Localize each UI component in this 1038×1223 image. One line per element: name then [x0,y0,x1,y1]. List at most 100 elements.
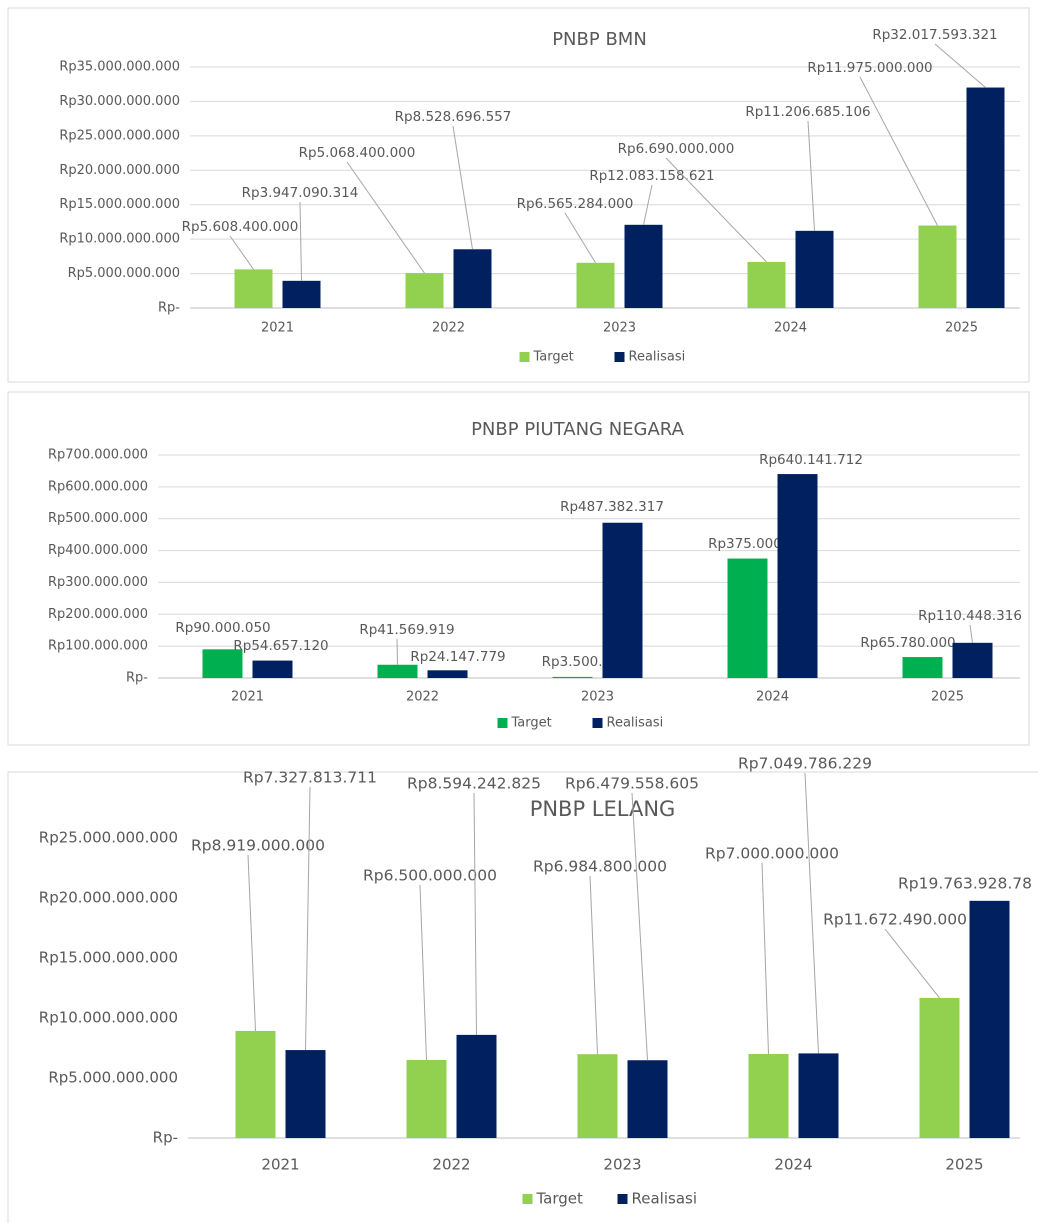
bar [902,657,943,678]
x-tick-label: 2021 [231,690,264,705]
bar [252,660,293,678]
data-label: Rp110.448.316 [918,608,1022,624]
y-tick-label: Rp15.000.000.000 [39,949,178,967]
x-tick-label: 2025 [945,1156,983,1174]
leader-line [859,76,938,226]
leader-line [473,792,477,1035]
legend-swatch [617,1194,628,1204]
x-tick-label: 2024 [774,1156,812,1174]
bar [795,230,834,308]
data-label: Rp487.382.317 [560,499,664,515]
x-tick-label: 2024 [774,321,807,336]
data-label: Rp6.690.000.000 [618,141,735,157]
x-tick-label: 2023 [603,1156,641,1174]
legend-swatch [522,1194,533,1204]
y-tick-label: Rp20.000.000.000 [39,889,178,907]
data-label: Rp7.049.786.229 [738,755,872,773]
leader-line [346,161,425,274]
bar [202,649,243,678]
y-tick-label: Rp10.000.000.000 [39,1009,178,1027]
bar [798,1053,839,1138]
x-tick-label: 2021 [261,1156,299,1174]
y-tick-label: Rp25.000.000.000 [39,829,178,847]
legend-swatch [614,352,625,362]
chart-title: PNBP PIUTANG NEGARA [471,419,685,440]
bar [234,269,273,308]
leader-line [229,235,254,270]
leader-line [643,184,653,225]
y-tick-label: Rp5.000.000.000 [48,1069,178,1087]
legend-label: Target [511,716,552,731]
y-tick-label: Rp- [158,301,180,316]
x-tick-label: 2024 [756,690,789,705]
data-label: Rp11.206.685.106 [745,104,870,120]
data-label: Rp640.141.712 [759,452,863,468]
leader-line [761,862,769,1055]
data-label: Rp8.919.000.000 [191,837,325,855]
x-tick-label: 2021 [261,321,294,336]
bar [918,225,957,308]
data-label: Rp7.327.813.711 [243,769,377,787]
bar [406,1060,447,1138]
bar [966,87,1005,308]
data-label: Rp3.947.090.314 [242,185,359,201]
y-tick-label: Rp500.000.000 [48,511,148,526]
data-label: Rp5.068.400.000 [299,145,416,161]
bar [624,224,663,308]
y-tick-label: Rp25.000.000.000 [59,128,180,143]
y-tick-label: Rp600.000.000 [48,479,148,494]
leader-line [396,638,398,665]
leader-line [631,792,648,1061]
leader-line [299,201,302,281]
leader-line [884,928,940,999]
x-tick-label: 2022 [432,321,465,336]
bar [377,664,418,678]
bar [602,522,643,678]
leader-line [419,884,427,1061]
leader-line [564,212,596,264]
data-label: Rp90.000.050 [175,620,270,636]
bar [577,1054,618,1138]
legend-label: Target [533,350,574,365]
bar [952,642,993,678]
legend-label: Realisasi [632,1190,698,1208]
y-tick-label: Rp10.000.000.000 [59,232,180,247]
leader-line [934,43,986,88]
bar [969,900,1010,1138]
y-tick-label: Rp30.000.000.000 [59,94,180,109]
bar [427,670,468,678]
data-label: Rp19.763.928.78 [898,875,1032,893]
data-label: Rp6.479.558.605 [565,775,699,793]
data-label: Rp5.608.400.000 [182,219,299,235]
bar [552,676,593,678]
chart-title: PNBP BMN [552,29,647,50]
bar [405,273,444,308]
y-tick-label: Rp- [153,1129,178,1147]
data-label: Rp65.780.000 [860,635,955,651]
bar [727,558,768,678]
leader-line [969,624,973,643]
leader-line [804,772,819,1054]
x-tick-label: 2023 [603,321,636,336]
leader-line [305,786,311,1051]
x-tick-label: 2022 [406,690,439,705]
data-label: Rp32.017.593.321 [872,27,997,43]
chart-title: PNBP LELANG [530,797,676,821]
x-tick-label: 2025 [945,321,978,336]
y-tick-label: Rp35.000.000.000 [59,60,180,75]
y-tick-label: Rp5.000.000.000 [68,266,180,281]
bar [627,1060,668,1138]
chart-frame [7,391,1030,746]
y-tick-label: Rp- [126,671,148,686]
y-tick-label: Rp400.000.000 [48,543,148,558]
chart-frame [7,771,1038,1223]
data-label: Rp12.083.158.621 [589,168,714,184]
bar [456,1034,497,1138]
y-tick-label: Rp200.000.000 [48,607,148,622]
legend-swatch [519,352,530,362]
bar [235,1030,276,1138]
data-label: Rp6.565.284.000 [517,196,634,212]
bar [285,1050,326,1138]
y-tick-label: Rp20.000.000.000 [59,163,180,178]
